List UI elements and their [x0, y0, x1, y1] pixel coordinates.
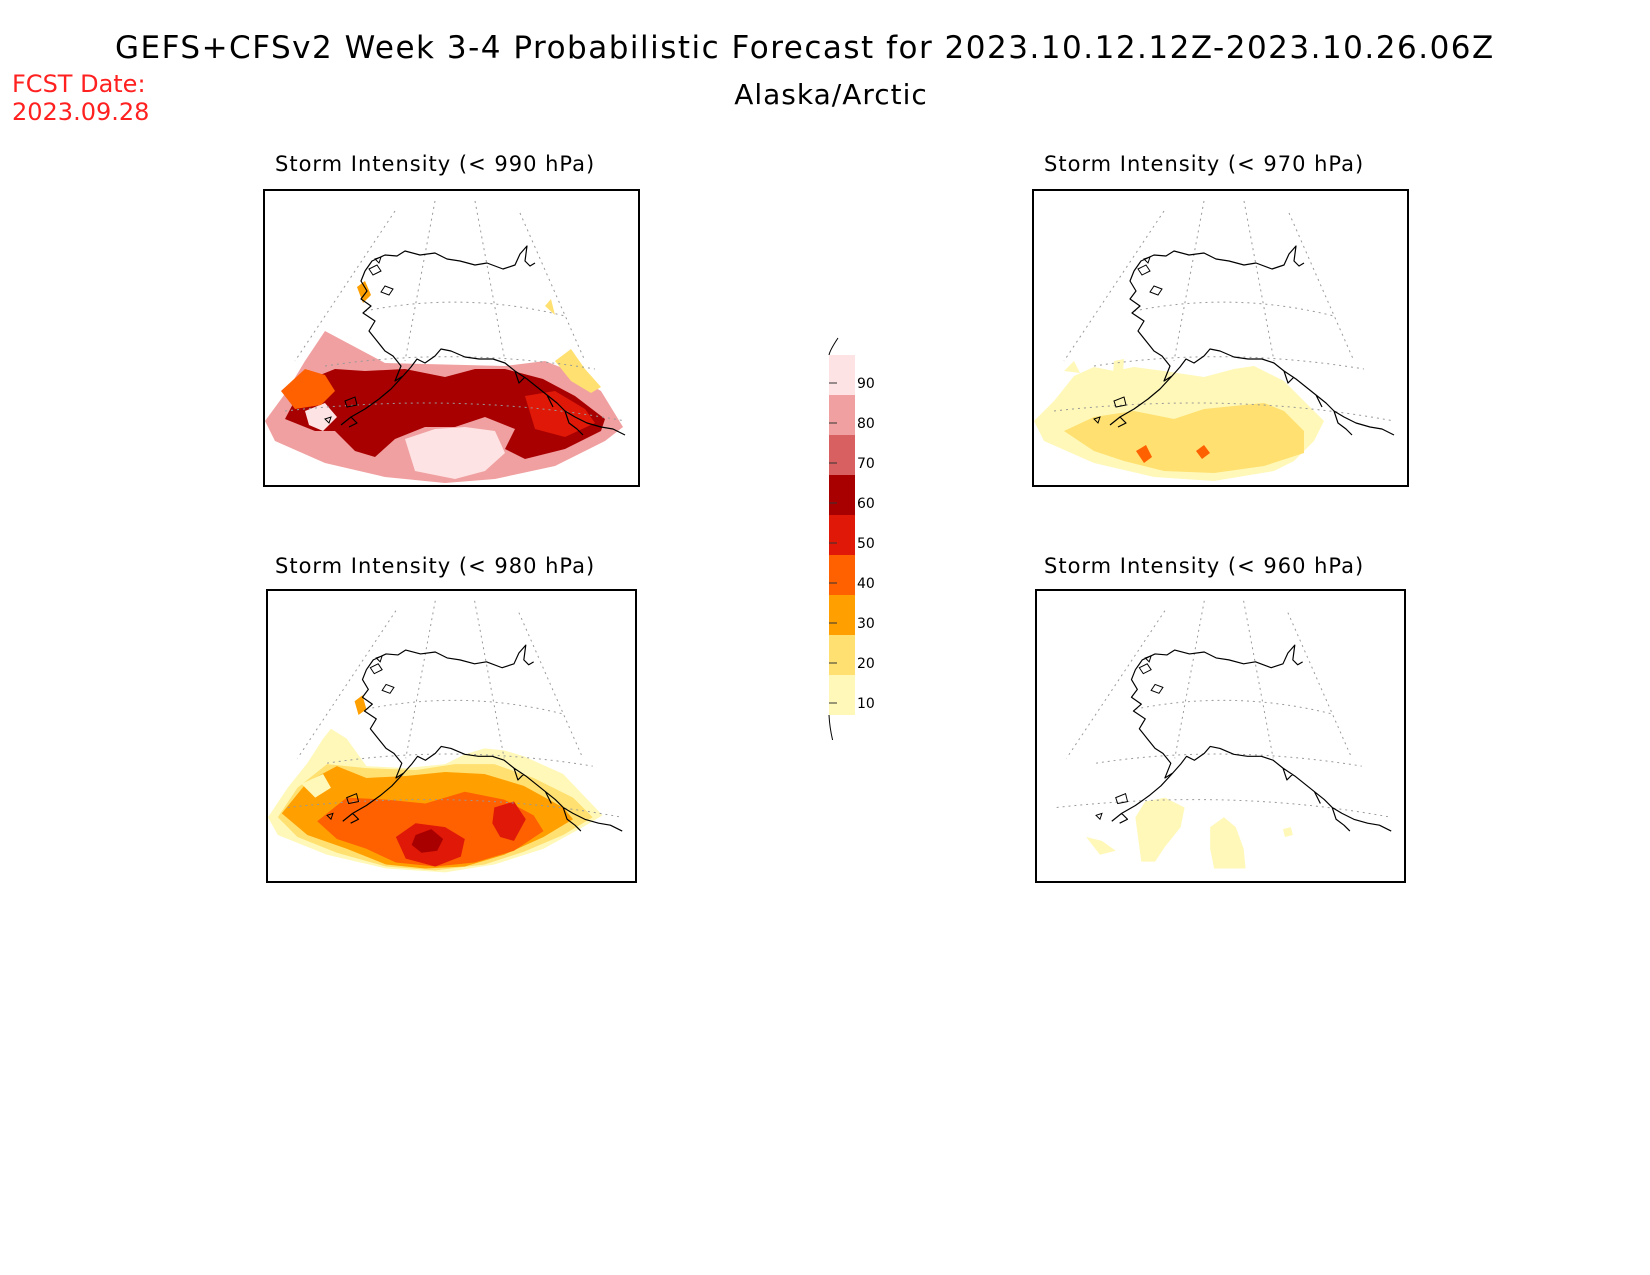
legend-label: 50 [857, 536, 875, 552]
probability-field [405, 427, 505, 479]
map-990 [265, 200, 626, 483]
probability-field [354, 695, 367, 715]
island-outline [1150, 683, 1164, 694]
main-title: GEFS+CFSv2 Week 3-4 Probabilistic Foreca… [115, 30, 1495, 66]
map-panel-970 [1032, 189, 1409, 487]
map-960 [1056, 600, 1392, 869]
legend-label: 10 [857, 696, 875, 712]
forecast-date-label: FCST Date: [12, 70, 146, 98]
island-outline [1144, 655, 1152, 663]
panel-title-970: Storm Intensity (< 970 hPa) [1044, 152, 1365, 176]
probability-field [285, 369, 605, 459]
legend-swatch [829, 515, 855, 555]
legend-swatch [829, 395, 855, 435]
map-panel-990 [263, 189, 640, 487]
panel-title-990: Storm Intensity (< 990 hPa) [275, 152, 596, 176]
forecast-date-block: FCST Date: 2023.09.28 [12, 70, 149, 126]
legend-swatch [829, 675, 855, 715]
island-outline [1149, 285, 1163, 296]
island-outline [1113, 396, 1127, 408]
island-outline [375, 655, 383, 663]
graticule [1053, 200, 1395, 422]
legend-bar: 90 80 70 60 50 40 30 20 10 [828, 337, 875, 756]
island-outline [374, 256, 382, 264]
graticule [284, 200, 626, 422]
legend-swatch [829, 435, 855, 475]
probability-field [1196, 445, 1210, 459]
island-outline [344, 396, 358, 408]
island-outline [369, 663, 383, 675]
map-panel-960 [1035, 589, 1406, 883]
legend-swatch [829, 355, 855, 395]
panel-title-960: Storm Intensity (< 960 hPa) [1044, 554, 1365, 578]
island-outline [326, 812, 334, 821]
island-outline [1095, 812, 1103, 821]
probability-field [1064, 361, 1080, 373]
panel-title-980: Storm Intensity (< 980 hPa) [275, 554, 596, 578]
island-outline [346, 793, 360, 805]
probability-field [1210, 817, 1246, 869]
island-outline [1137, 264, 1151, 276]
graticule [287, 600, 623, 818]
coastline [1109, 245, 1395, 436]
legend-swatch [829, 635, 855, 675]
region-title: Alaska/Arctic [734, 78, 928, 111]
probability-field [525, 391, 595, 437]
legend-swatch [829, 555, 855, 595]
island-outline [1093, 416, 1101, 424]
map-980 [268, 600, 623, 873]
legend-swatch [829, 595, 855, 635]
probability-field [545, 299, 555, 315]
island-outline [1143, 256, 1151, 264]
graticule [1056, 600, 1392, 818]
probability-field [1282, 827, 1293, 837]
probability-field [555, 349, 601, 393]
forecast-date-value: 2023.09.28 [12, 98, 150, 126]
map-970 [1034, 200, 1395, 481]
legend-swatch [829, 475, 855, 515]
legend-label: 20 [857, 656, 875, 672]
coastline [340, 245, 626, 436]
island-outline [1138, 663, 1152, 675]
legend-label: 30 [857, 616, 875, 632]
probability-field [1112, 359, 1124, 387]
coastline [342, 644, 623, 832]
legend-label: 70 [857, 456, 875, 472]
probability-field [301, 774, 331, 798]
probability-field [1136, 445, 1152, 463]
map-panel-980 [266, 589, 637, 883]
legend-label: 60 [857, 496, 875, 512]
island-outline [1115, 793, 1129, 805]
probability-field [281, 369, 335, 409]
legend-label: 90 [857, 376, 875, 392]
island-outline [381, 683, 395, 694]
island-outline [324, 416, 332, 424]
probability-field [357, 281, 371, 303]
probability-field [1086, 836, 1116, 855]
color-legend: 90 80 70 60 50 40 30 20 10 [815, 330, 885, 756]
probability-field [411, 829, 444, 853]
legend-label: 40 [857, 576, 875, 592]
coastline [1111, 644, 1392, 832]
legend-label: 80 [857, 416, 875, 432]
probability-field [305, 403, 337, 431]
probability-field [1135, 797, 1185, 862]
island-outline [380, 285, 394, 296]
probability-field [492, 801, 526, 841]
island-outline [368, 264, 382, 276]
